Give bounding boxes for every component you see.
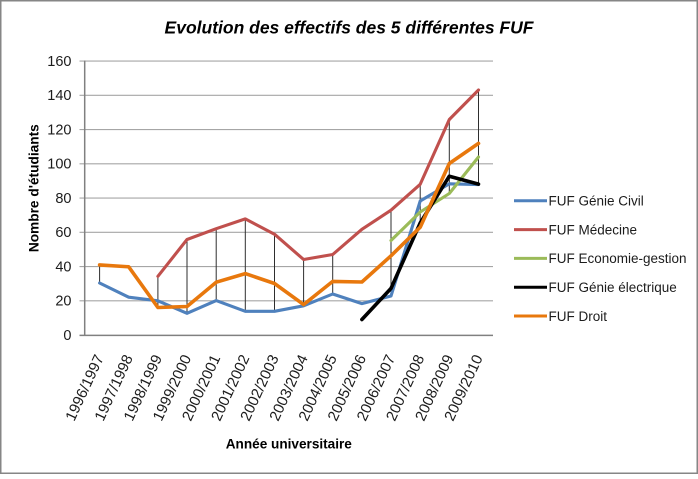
svg-text:80: 80 <box>55 191 71 207</box>
svg-text:20: 20 <box>55 294 71 310</box>
svg-text:FUF Médecine: FUF Médecine <box>549 222 638 237</box>
svg-text:Nombre d'étudiants: Nombre d'étudiants <box>27 124 42 252</box>
svg-text:140: 140 <box>47 88 71 104</box>
svg-text:160: 160 <box>47 54 71 70</box>
svg-text:0: 0 <box>63 328 71 344</box>
svg-text:40: 40 <box>55 260 71 276</box>
svg-text:Année universitaire: Année universitaire <box>226 437 353 452</box>
svg-text:120: 120 <box>47 123 71 139</box>
svg-text:60: 60 <box>55 225 71 241</box>
svg-text:FUF Economie-gestion: FUF Economie-gestion <box>549 251 687 266</box>
svg-text:100: 100 <box>47 157 71 173</box>
svg-text:FUF Génie Civil: FUF Génie Civil <box>549 194 644 209</box>
svg-text:Evolution des effectifs des 5: Evolution des effectifs des 5 différente… <box>165 18 535 38</box>
svg-text:FUF Génie électrique: FUF Génie électrique <box>549 280 677 295</box>
svg-text:FUF Droit: FUF Droit <box>549 309 608 324</box>
